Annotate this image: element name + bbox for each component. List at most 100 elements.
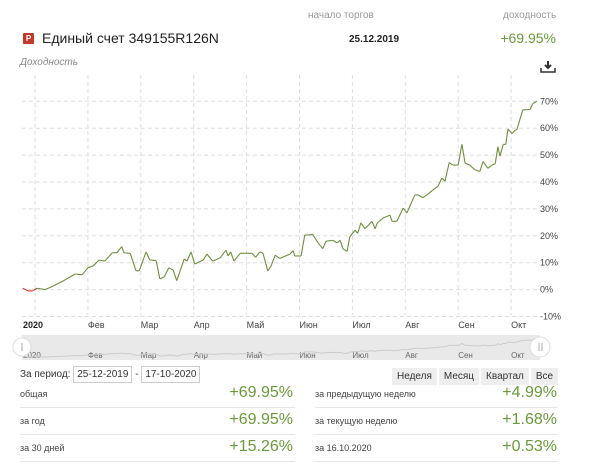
quarter-button[interactable]: Квартал — [481, 368, 529, 385]
all-button[interactable]: Все — [530, 368, 559, 385]
account-title[interactable]: Единый счет 349155R126N — [42, 30, 219, 46]
row-divider — [20, 461, 295, 462]
series-segment — [494, 146, 499, 164]
series-segment — [149, 259, 157, 262]
series-segment — [339, 240, 344, 249]
y-tick-label: 0% — [540, 285, 553, 295]
stat-value: +69.95% — [229, 411, 293, 428]
y-tick-label: 40% — [540, 177, 558, 187]
series-segment — [354, 229, 359, 234]
series-segment — [479, 161, 484, 172]
stat-label: за предыдущую неделю — [315, 389, 416, 399]
series-segment — [270, 254, 276, 267]
series-segment — [145, 251, 151, 261]
series-segment — [230, 251, 235, 262]
series-segment — [129, 253, 137, 271]
series-segment — [307, 233, 313, 236]
series-segment — [75, 273, 83, 276]
series-segment — [457, 144, 463, 166]
series-segment — [81, 267, 89, 276]
chart-title: Доходность — [20, 57, 79, 68]
x-tick-label: Фев — [88, 320, 105, 330]
start-date: 25.12.2019 — [349, 34, 400, 45]
total-yield: +69.95% — [500, 30, 556, 46]
series-segment — [138, 251, 147, 271]
series-segment — [219, 249, 227, 259]
series-segment — [461, 144, 466, 164]
series-segment — [441, 177, 446, 182]
row-divider — [20, 407, 295, 408]
navigator-tick-label: Апр — [194, 351, 209, 360]
x-tick-label: Июн — [300, 320, 318, 330]
period-separator: - — [135, 369, 139, 380]
series-segment — [168, 267, 174, 271]
stat-value: +0.53% — [502, 438, 557, 455]
y-tick-label: -10% — [540, 312, 561, 322]
navigator-tick-label: Мар — [141, 351, 157, 360]
series-segment — [532, 100, 538, 104]
navigator-band[interactable] — [22, 335, 540, 360]
period-buttons: Неделя Месяц Квартал Все — [390, 366, 559, 385]
row-divider — [315, 434, 558, 435]
series-segment — [87, 265, 94, 269]
month-button[interactable]: Месяц — [438, 368, 480, 385]
y-tick-label: 50% — [540, 150, 558, 160]
series-segment — [491, 163, 496, 166]
series-segment — [172, 269, 178, 281]
stat-label: за 30 дней — [20, 443, 65, 453]
stat-value: +4.99% — [502, 384, 557, 401]
x-tick-label: Сен — [458, 320, 475, 330]
series-segment — [300, 234, 306, 257]
stat-label: общая — [20, 389, 48, 399]
x-tick-label: Авг — [405, 320, 420, 330]
y-tick-label: 70% — [540, 96, 558, 106]
series-segment — [22, 287, 29, 292]
row-divider — [20, 434, 295, 435]
x-tick-label: Май — [247, 320, 265, 330]
navigator-tick-label: 2020 — [23, 351, 41, 360]
series-segment — [44, 285, 54, 291]
x-tick-label: Мар — [141, 320, 159, 330]
series-segment — [292, 250, 296, 257]
series-segment — [522, 108, 531, 111]
download-icon[interactable] — [540, 60, 556, 74]
series-segment — [267, 265, 272, 272]
series-segment — [92, 259, 100, 267]
navigator-left-handle[interactable] — [12, 337, 32, 357]
series-segment — [194, 259, 204, 265]
series-segment — [336, 239, 341, 244]
row-divider — [315, 461, 558, 462]
series-segment — [155, 260, 161, 279]
navigator-tick-label: Июн — [300, 351, 316, 360]
navigator-right-handle[interactable] — [529, 336, 551, 358]
series-segment — [212, 257, 221, 262]
series-segment — [186, 251, 192, 262]
series-segment — [364, 220, 373, 230]
x-tick-label: Июл — [352, 320, 370, 330]
y-tick-label: 20% — [540, 231, 558, 241]
series-segment — [255, 251, 261, 258]
series-segment — [444, 162, 450, 182]
series-segment — [121, 246, 125, 253]
series-segment — [464, 162, 471, 166]
period-from-input[interactable]: 25-12-2019 — [73, 366, 133, 383]
series-segment — [374, 222, 378, 229]
x-tick-label: 2020 — [23, 320, 43, 330]
series-segment — [406, 194, 416, 214]
series-segment — [516, 109, 524, 130]
series-segment — [389, 214, 393, 222]
series-segment — [322, 240, 327, 249]
series-segment — [426, 189, 434, 196]
period-to-input[interactable]: 17-10-2020 — [141, 366, 201, 383]
series-segment — [190, 251, 196, 265]
yield-column-label: доходность — [503, 10, 557, 21]
week-button[interactable]: Неделя — [392, 368, 437, 385]
stat-value: +1.68% — [502, 411, 557, 428]
series-segment — [471, 166, 476, 171]
series-segment — [37, 287, 46, 291]
series-segment — [346, 236, 351, 252]
series-segment — [233, 252, 241, 262]
series-segment — [396, 207, 404, 222]
stat-value: +69.95% — [229, 384, 293, 401]
series-segment — [514, 129, 518, 131]
